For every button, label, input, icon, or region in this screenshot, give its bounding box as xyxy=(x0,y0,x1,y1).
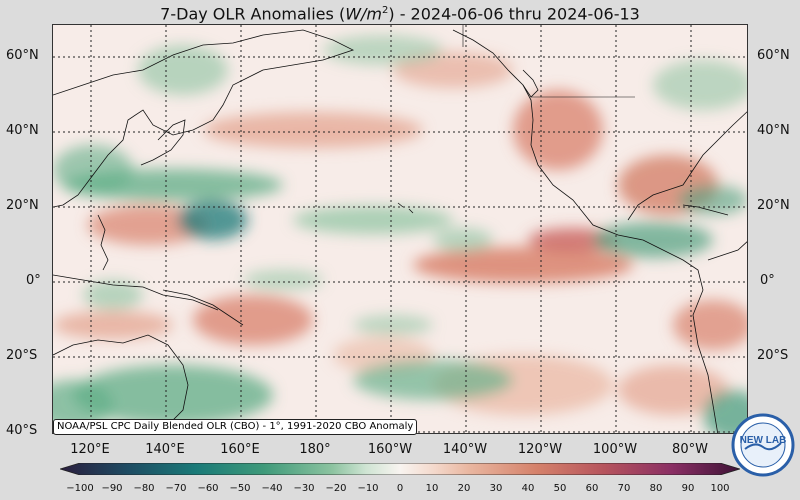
gridlines xyxy=(53,25,747,433)
south-america-west-coast xyxy=(692,289,719,433)
title-prefix: 7-Day OLR Anomalies ( xyxy=(160,4,346,24)
latitude-label: 20°N xyxy=(6,198,39,213)
longitude-label: 180° xyxy=(299,442,331,457)
map-title: 7-Day OLR Anomalies (W/m2) - 2024-06-06 … xyxy=(0,0,800,24)
caribbean-coast xyxy=(707,241,747,261)
colorbar-tick-label: 50 xyxy=(553,483,567,494)
negative-anomaly xyxy=(83,280,143,310)
negative-anomaly xyxy=(703,390,747,433)
colorbar-tick-label: 80 xyxy=(649,483,663,494)
philippines-coast xyxy=(97,214,109,271)
colorbar-tick-label: 60 xyxy=(585,483,599,494)
indonesia-coast xyxy=(53,274,219,311)
negative-anomaly xyxy=(353,360,513,400)
negative-anomaly xyxy=(53,145,133,195)
logo-graphic: NEW LAB xyxy=(731,413,795,477)
colorbar-tick-label: −20 xyxy=(325,483,347,494)
colorbar-tick-label: −80 xyxy=(133,483,155,494)
longitude-label: 100°W xyxy=(592,442,638,457)
colorbar-tick-label: −10 xyxy=(357,483,379,494)
latitude-label: 60°N xyxy=(757,48,790,63)
negative-anomaly xyxy=(73,365,273,425)
hawaii-islands xyxy=(397,202,414,214)
title-unit-exponent: 2 xyxy=(381,5,389,16)
latitude-label: 60°N xyxy=(6,48,39,63)
negative-anomaly xyxy=(653,60,747,110)
negative-anomaly xyxy=(678,185,747,215)
positive-anomaly xyxy=(53,311,173,339)
colorbar-tick-label: −40 xyxy=(261,483,283,494)
title-suffix: ) - 2024-06-06 thru 2024-06-13 xyxy=(388,4,640,24)
logo-inner xyxy=(740,422,786,468)
positive-anomaly xyxy=(413,247,633,283)
latitude-label: 40°N xyxy=(757,123,790,138)
latitude-label: 0° xyxy=(760,273,775,288)
positive-anomaly xyxy=(618,365,728,415)
logo-wave xyxy=(744,442,782,451)
positive-anomaly xyxy=(193,295,313,345)
colorbar xyxy=(60,463,740,475)
longitude-label: 140°E xyxy=(145,442,185,457)
colorbar-tick-label: 30 xyxy=(489,483,503,494)
longitude-label: 120°E xyxy=(70,442,110,457)
positive-anomaly xyxy=(513,90,603,170)
colorbar-tick-label: 70 xyxy=(617,483,631,494)
positive-anomaly xyxy=(528,228,618,252)
map-canvas xyxy=(53,25,747,433)
positive-anomaly xyxy=(673,300,747,350)
colorbar-tick-label: −70 xyxy=(165,483,187,494)
colorbar-tick-label: −90 xyxy=(101,483,123,494)
colorbar-tick-label: −60 xyxy=(197,483,219,494)
colorbar-tick-label: 100 xyxy=(710,483,730,494)
australia-coast xyxy=(53,334,189,433)
negative-anomaly xyxy=(138,45,228,95)
colorbar-tick-label: 10 xyxy=(425,483,439,494)
colorbar-canvas xyxy=(60,463,740,475)
negative-anomaly xyxy=(323,35,443,65)
logo-text: NEW LAB xyxy=(740,435,787,446)
longitude-label: 160°W xyxy=(367,442,413,457)
latitude-label: 20°S xyxy=(757,348,789,363)
negative-anomaly xyxy=(433,228,493,252)
new-guinea-coast xyxy=(162,289,244,326)
colorbar-tick-label: 0 xyxy=(396,483,404,494)
data-credit: NOAA/PSL CPC Daily Blended OLR (CBO) - 1… xyxy=(53,419,418,435)
colorbar-tick-label: −100 xyxy=(66,483,94,494)
negative-anomaly xyxy=(243,270,323,290)
negative-anomaly xyxy=(293,206,453,234)
colorbar-tick-label: 20 xyxy=(457,483,471,494)
north-america-west-coast xyxy=(522,84,704,291)
asia-coast xyxy=(53,29,355,208)
anomaly-field xyxy=(53,35,747,433)
north-america-east-coast xyxy=(627,111,747,221)
colorbar-tick-label: 40 xyxy=(521,483,535,494)
negative-anomaly xyxy=(178,200,248,240)
negative-anomaly xyxy=(353,315,433,335)
longitude-label: 160°E xyxy=(220,442,260,457)
latitude-label: 20°S xyxy=(6,348,38,363)
latitude-label: 40°N xyxy=(6,123,39,138)
longitude-label: 80°W xyxy=(672,442,708,457)
negative-anomaly xyxy=(53,380,113,430)
colorbar-tick-label: −50 xyxy=(229,483,251,494)
longitude-label: 140°W xyxy=(442,442,488,457)
olr-anomaly-map xyxy=(52,24,748,434)
latitude-label: 20°N xyxy=(757,198,790,213)
coastlines xyxy=(53,25,747,433)
colorbar-tick-label: −30 xyxy=(293,483,315,494)
colorbar-gradient xyxy=(60,463,740,475)
japan-coast xyxy=(140,119,186,166)
positive-anomaly xyxy=(88,205,208,245)
title-unit: W/m xyxy=(345,4,382,24)
colorbar-tick-label: 90 xyxy=(681,483,695,494)
positive-anomaly xyxy=(203,112,423,148)
longitude-label: 120°W xyxy=(517,442,563,457)
psl-logo: NEW LAB xyxy=(731,413,795,477)
latitude-label: 0° xyxy=(26,273,41,288)
negative-anomaly xyxy=(593,222,713,258)
latitude-label: 40°S xyxy=(6,423,38,438)
